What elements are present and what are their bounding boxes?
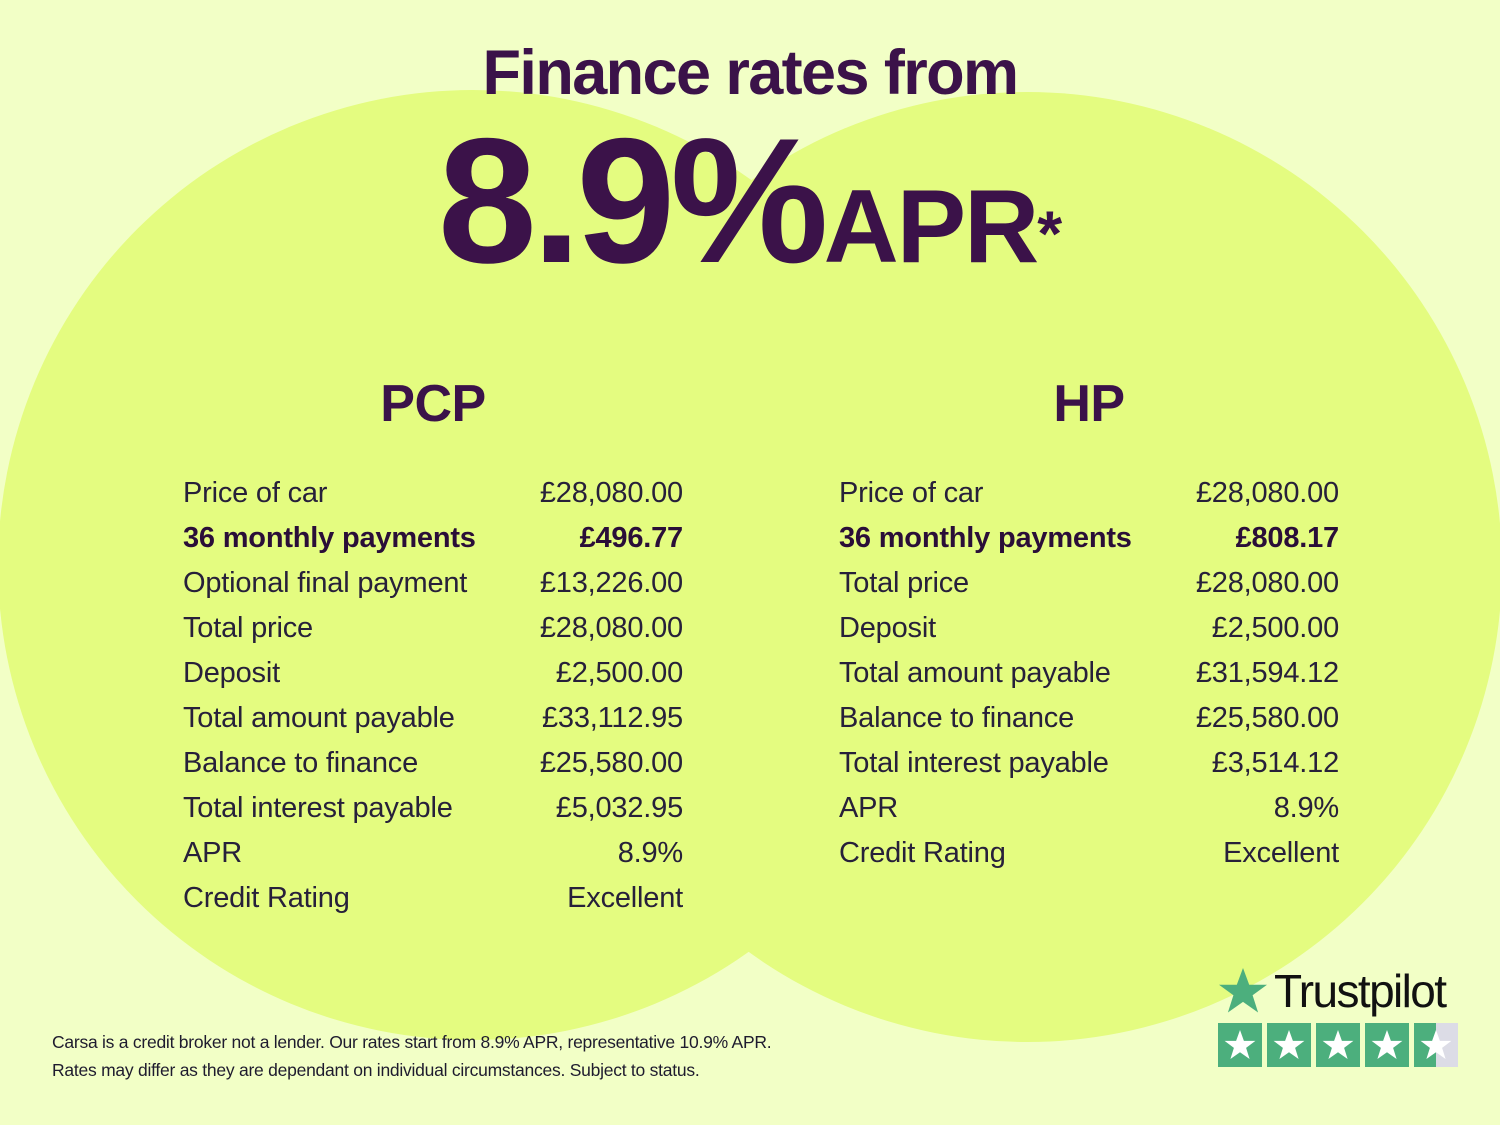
row-value: £496.77 (579, 522, 684, 554)
row-label: Total price (839, 567, 969, 599)
half-star-icon (1414, 1023, 1458, 1067)
row-value: £808.17 (1235, 522, 1340, 554)
table-row: Total interest payable £5,032.95 (183, 792, 683, 837)
star-icon (1218, 1023, 1262, 1067)
row-label: Price of car (183, 477, 328, 509)
apr-label: APR (823, 169, 1040, 286)
table-row: 36 monthly payments £808.17 (839, 522, 1339, 567)
row-value: Excellent (1223, 837, 1339, 869)
row-value: £2,500.00 (1211, 612, 1339, 644)
row-label: 36 monthly payments (839, 522, 1132, 554)
row-value: £33,112.95 (542, 702, 683, 734)
disclaimer-line-2: Rates may differ as they are dependant o… (52, 1060, 700, 1081)
plan-hp: HP Price of car £28,080.00 36 monthly pa… (839, 378, 1339, 927)
page-title: Finance rates from (482, 38, 1019, 108)
row-label: APR (183, 837, 243, 869)
table-row: Credit Rating Excellent (183, 882, 683, 927)
row-label: Deposit (839, 612, 936, 644)
star-icon (1267, 1023, 1311, 1067)
table-row: Total interest payable £3,514.12 (839, 747, 1339, 792)
finance-comparison-tables: PCP Price of car £28,080.00 36 monthly p… (0, 378, 1500, 927)
row-label: Balance to finance (183, 747, 419, 779)
row-value: £3,514.12 (1211, 747, 1339, 779)
star-icon (1316, 1023, 1360, 1067)
plan-pcp-rows: Price of car £28,080.00 36 monthly payme… (183, 477, 683, 927)
table-row: Total price £28,080.00 (839, 567, 1339, 612)
table-row: Credit Rating Excellent (839, 837, 1339, 882)
table-row: Total price £28,080.00 (183, 612, 683, 657)
plan-hp-title: HP (1053, 375, 1125, 433)
trustpilot-rating[interactable]: Trustpilot (1218, 965, 1458, 1067)
row-label: Balance to finance (839, 702, 1075, 734)
row-label: Credit Rating (839, 837, 1006, 869)
row-value: £28,080.00 (1195, 477, 1339, 509)
plan-pcp-title: PCP (380, 375, 486, 433)
table-row: Optional final payment £13,226.00 (183, 567, 683, 612)
row-value: Excellent (567, 882, 683, 914)
row-label: APR (839, 792, 899, 824)
background-blob-right (552, 92, 1500, 1042)
row-value: £25,580.00 (1195, 702, 1339, 734)
trustpilot-name: Trustpilot (1274, 965, 1447, 1017)
table-row: Balance to finance £25,580.00 (183, 747, 683, 792)
row-value: £28,080.00 (1195, 567, 1339, 599)
star-icon (1219, 968, 1267, 1013)
table-row: Balance to finance £25,580.00 (839, 702, 1339, 747)
star-icon (1365, 1023, 1409, 1067)
row-value: £28,080.00 (539, 477, 683, 509)
row-label: Total interest payable (183, 792, 453, 824)
table-row: Price of car £28,080.00 (839, 477, 1339, 522)
disclaimer-line-1: Carsa is a credit broker not a lender. O… (52, 1032, 772, 1052)
table-row: 36 monthly payments £496.77 (183, 522, 683, 567)
trustpilot-wordmark: Trustpilot (1218, 965, 1458, 1017)
disclaimer: Carsa is a credit broker not a lender. O… (52, 1028, 842, 1085)
row-label: Total amount payable (183, 702, 455, 734)
row-label: Total price (183, 612, 313, 644)
row-value: £13,226.00 (539, 567, 683, 599)
row-value: £25,580.00 (539, 747, 683, 779)
apr-rate-value: 8.9% (437, 101, 829, 301)
row-label: Credit Rating (183, 882, 350, 914)
row-label: Total interest payable (839, 747, 1109, 779)
apr-headline: 8.9%APR* (0, 106, 1500, 290)
row-value: 8.9% (617, 837, 684, 869)
row-label: Deposit (183, 657, 280, 689)
table-row: Deposit £2,500.00 (183, 657, 683, 702)
row-value: 8.9% (1273, 792, 1340, 824)
row-value: £31,594.12 (1195, 657, 1339, 689)
table-row: Total amount payable £31,594.12 (839, 657, 1339, 702)
table-row: APR 8.9% (183, 837, 683, 882)
table-row: APR 8.9% (839, 792, 1339, 837)
row-label: Price of car (839, 477, 984, 509)
apr-asterisk: * (1037, 197, 1063, 270)
row-value: £2,500.00 (555, 657, 683, 689)
table-row: Total amount payable £33,112.95 (183, 702, 683, 747)
row-label: Total amount payable (839, 657, 1111, 689)
row-label: Optional final payment (183, 567, 468, 599)
plan-hp-rows: Price of car £28,080.00 36 monthly payme… (839, 477, 1339, 882)
table-row: Price of car £28,080.00 (183, 477, 683, 522)
table-row: Deposit £2,500.00 (839, 612, 1339, 657)
row-value: £28,080.00 (539, 612, 683, 644)
row-value: £5,032.95 (555, 792, 683, 824)
plan-pcp: PCP Price of car £28,080.00 36 monthly p… (183, 378, 683, 927)
header: Finance rates from 8.9%APR* (0, 0, 1500, 290)
row-label: 36 monthly payments (183, 522, 476, 554)
trustpilot-stars (1218, 1023, 1458, 1067)
